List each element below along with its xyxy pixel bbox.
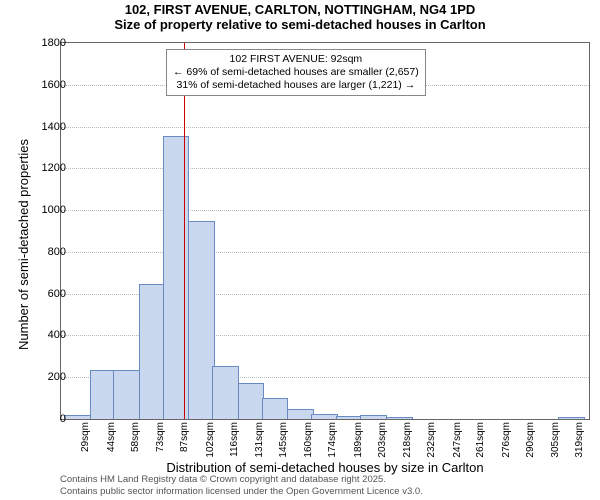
title-line1: 102, FIRST AVENUE, CARLTON, NOTTINGHAM, … bbox=[0, 2, 600, 17]
x-tick-label: 145sqm bbox=[278, 422, 289, 460]
title-line2: Size of property relative to semi-detach… bbox=[0, 17, 600, 32]
x-tick-label: 87sqm bbox=[179, 422, 190, 460]
x-tick-label: 160sqm bbox=[303, 422, 314, 460]
x-tick-label: 44sqm bbox=[106, 422, 117, 460]
x-tick-label: 276sqm bbox=[501, 422, 512, 460]
footer-attribution: Contains HM Land Registry data © Crown c… bbox=[60, 474, 423, 497]
annotation-box: 102 FIRST AVENUE: 92sqm ← 69% of semi-de… bbox=[166, 49, 426, 96]
x-tick-label: 58sqm bbox=[130, 422, 141, 460]
histogram-bar bbox=[336, 416, 363, 419]
annotation-line2: ← 69% of semi-detached houses are smalle… bbox=[173, 66, 419, 79]
x-tick-label: 218sqm bbox=[402, 422, 413, 460]
chart-container: 102, FIRST AVENUE, CARLTON, NOTTINGHAM, … bbox=[0, 0, 600, 500]
histogram-bar bbox=[163, 136, 190, 419]
footer-line1: Contains HM Land Registry data © Crown c… bbox=[60, 474, 423, 485]
histogram-bar bbox=[287, 409, 314, 419]
x-axis-label: Distribution of semi-detached houses by … bbox=[60, 460, 590, 475]
footer-line2: Contains public sector information licen… bbox=[60, 486, 423, 497]
histogram-bar bbox=[188, 221, 215, 419]
histogram-bar bbox=[360, 415, 387, 419]
y-tick-label: 200 bbox=[16, 371, 66, 383]
y-tick-label: 1600 bbox=[16, 79, 66, 91]
histogram-bar bbox=[386, 417, 413, 419]
x-tick-label: 203sqm bbox=[377, 422, 388, 460]
gridline bbox=[61, 168, 589, 169]
histogram-bar bbox=[139, 284, 166, 419]
histogram-bar bbox=[90, 370, 117, 419]
y-tick-label: 1400 bbox=[16, 121, 66, 133]
x-tick-label: 319sqm bbox=[574, 422, 585, 460]
gridline bbox=[61, 127, 589, 128]
y-tick-label: 1800 bbox=[16, 37, 66, 49]
x-tick-label: 116sqm bbox=[229, 422, 240, 460]
x-tick-label: 247sqm bbox=[452, 422, 463, 460]
x-tick-label: 290sqm bbox=[525, 422, 536, 460]
y-tick-label: 1200 bbox=[16, 162, 66, 174]
y-tick-label: 600 bbox=[16, 288, 66, 300]
y-tick-label: 1000 bbox=[16, 204, 66, 216]
reference-line bbox=[184, 43, 185, 419]
x-tick-label: 305sqm bbox=[550, 422, 561, 460]
x-tick-label: 174sqm bbox=[327, 422, 338, 460]
histogram-bar bbox=[262, 398, 289, 419]
y-tick-label: 0 bbox=[16, 413, 66, 425]
gridline bbox=[61, 252, 589, 253]
plot-area: 102 FIRST AVENUE: 92sqm ← 69% of semi-de… bbox=[60, 42, 590, 420]
histogram-bar bbox=[212, 366, 239, 419]
x-tick-label: 102sqm bbox=[205, 422, 216, 460]
x-tick-label: 232sqm bbox=[426, 422, 437, 460]
histogram-bar bbox=[558, 417, 585, 419]
x-tick-label: 189sqm bbox=[353, 422, 364, 460]
y-tick-label: 400 bbox=[16, 329, 66, 341]
histogram-bar bbox=[311, 414, 338, 419]
x-tick-label: 73sqm bbox=[155, 422, 166, 460]
gridline bbox=[61, 210, 589, 211]
annotation-line1: 102 FIRST AVENUE: 92sqm bbox=[173, 53, 419, 66]
x-tick-label: 261sqm bbox=[475, 422, 486, 460]
histogram-bar bbox=[238, 383, 265, 420]
annotation-line3: 31% of semi-detached houses are larger (… bbox=[173, 79, 419, 92]
histogram-bar bbox=[64, 415, 91, 419]
title-block: 102, FIRST AVENUE, CARLTON, NOTTINGHAM, … bbox=[0, 2, 600, 32]
histogram-bar bbox=[113, 370, 140, 419]
x-tick-label: 131sqm bbox=[254, 422, 265, 460]
x-tick-label: 29sqm bbox=[80, 422, 91, 460]
y-tick-label: 800 bbox=[16, 246, 66, 258]
